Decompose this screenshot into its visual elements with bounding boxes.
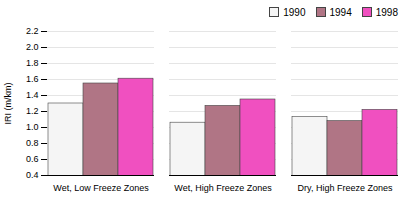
svg-text:1.4: 1.4 — [26, 90, 39, 100]
svg-text:Dry, High Freeze Zones: Dry, High Freeze Zones — [298, 183, 393, 193]
svg-text:0.8: 0.8 — [26, 138, 39, 148]
html-text:1990: 1990 — [283, 6, 306, 18]
svg-text:Wet, High Freeze Zones: Wet, High Freeze Zones — [174, 183, 272, 193]
svg-text:1.6: 1.6 — [26, 74, 39, 84]
html-text:1994: 1994 — [329, 6, 352, 18]
svg-text:Wet, Low Freeze Zones: Wet, Low Freeze Zones — [53, 183, 149, 193]
svg-text:1.8: 1.8 — [26, 58, 39, 68]
svg-text:0.4: 0.4 — [26, 170, 39, 180]
svg-text:1.2: 1.2 — [26, 106, 39, 116]
html-text:1998: 1998 — [375, 6, 398, 18]
svg-text:IRI (m/km): IRI (m/km) — [3, 83, 13, 125]
svg-text:2.2: 2.2 — [26, 26, 39, 36]
svg-text:2.0: 2.0 — [26, 42, 39, 52]
svg-text:1.0: 1.0 — [26, 122, 39, 132]
svg-text:0.6: 0.6 — [26, 154, 39, 164]
